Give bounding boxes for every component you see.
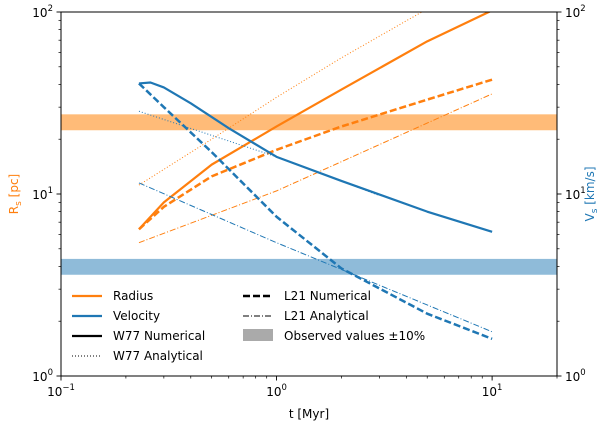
series-radius-l21-numerical [138, 78, 493, 231]
legend: Radius Velocity W77 Numerical W77 Analyt… [72, 289, 425, 363]
y-right-tick-label: 102 [565, 4, 586, 20]
y-right-tick-label: 100 [565, 368, 586, 384]
x-tick-label: 100 [266, 383, 287, 399]
series-radius-l21-analytical [138, 93, 493, 244]
y-axis-label-left: Rs [pc] [7, 174, 24, 214]
x-axis-label: t [Myr] [289, 407, 329, 421]
series-velocity-w77-analytical [138, 110, 380, 197]
series-velocity-l21-numerical [138, 82, 493, 341]
band-velocity [61, 258, 557, 275]
legend-l21-numerical-label: L21 Numerical [284, 289, 371, 303]
series-velocity-w77-numerical [138, 81, 493, 233]
x-tick-label: 10−1 [47, 383, 75, 399]
series-radius-w77-numerical [138, 12, 492, 231]
plot-background [61, 12, 557, 376]
x-tick-label: 101 [482, 383, 503, 399]
y-left-tick-label: 102 [32, 4, 53, 20]
y-left-tick-label: 100 [32, 368, 53, 384]
y-right-tick-label: 101 [565, 186, 586, 202]
legend-l21-analytical-label: L21 Analytical [284, 309, 369, 323]
legend-radius-label: Radius [113, 289, 153, 303]
band-radius [61, 114, 557, 131]
legend-velocity-label: Velocity [113, 309, 160, 323]
legend-observed-swatch [243, 329, 273, 341]
legend-observed-label: Observed values ±10% [284, 329, 425, 343]
y-left-tick-label: 101 [32, 186, 53, 202]
legend-w77-numerical-label: W77 Numerical [113, 329, 205, 343]
y-axis-label-right: Vs [km/s] [583, 166, 600, 221]
series-radius-w77-analytical [138, 12, 423, 186]
legend-w77-analytical-label: W77 Analytical [113, 349, 203, 363]
series-velocity-l21-analytical [138, 182, 493, 333]
